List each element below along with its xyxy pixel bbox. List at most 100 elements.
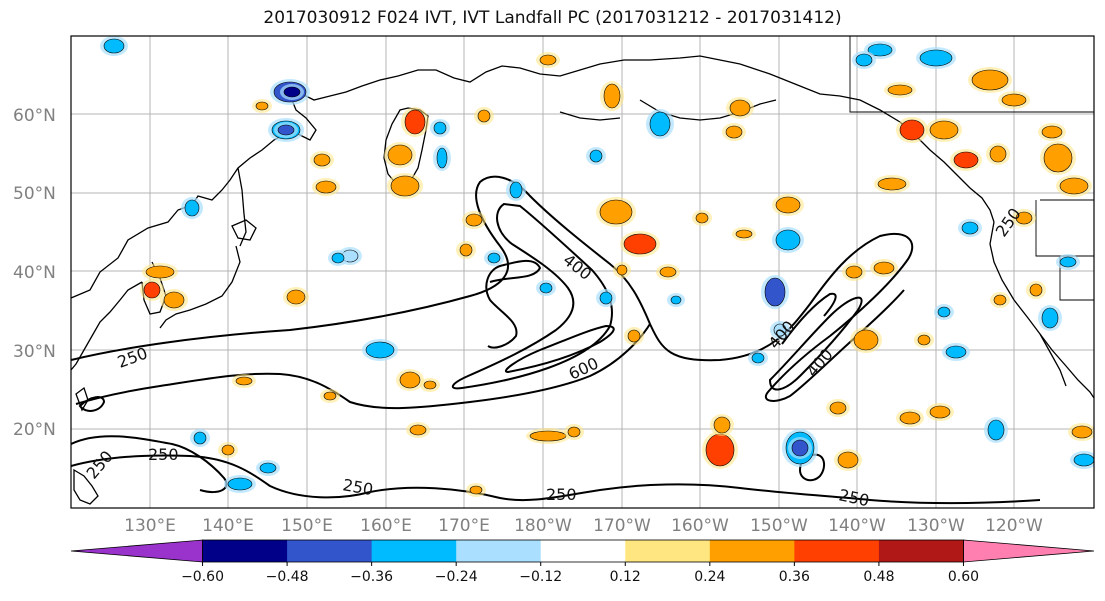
ivt-anomaly-patch: [987, 419, 1005, 441]
colorbar-bin: [625, 540, 711, 562]
lon-label: 170°W: [593, 516, 651, 536]
ivt-anomaly-patch: [725, 125, 743, 139]
ivt-anomaly-patch: [627, 329, 641, 343]
ivt-anomaly-patch: [917, 334, 931, 346]
contour-label: 250: [148, 445, 179, 464]
ivt-anomaly-patch: [331, 252, 345, 264]
ivt-anomaly-patch: [459, 243, 473, 257]
lon-label: 130°W: [907, 516, 965, 536]
lon-label: 140°E: [202, 516, 254, 536]
ivt-anomaly-patch: [465, 213, 483, 227]
ivt-anomaly-patch: [735, 229, 753, 239]
ivt-anomaly-patch: [953, 151, 979, 169]
contour-label: 250: [546, 485, 577, 504]
ivt-anomaly-patch: [603, 83, 621, 109]
ivt-anomaly-patch: [145, 265, 175, 279]
north-america-west-coast: [989, 221, 1094, 399]
ivt-anomaly-patch: [143, 281, 161, 299]
ivt-anomaly-patch: [1001, 93, 1027, 107]
ivt-anomaly-patch: [221, 444, 235, 456]
ivt-anomaly-patch: [365, 341, 395, 359]
map-title: 2017030912 F024 IVT, IVT Landfall PC (20…: [263, 8, 842, 28]
ivt-anomaly-patch: [323, 391, 337, 401]
ivt-anomaly-patch: [409, 424, 427, 436]
ivt-anomaly-patch: [855, 53, 873, 67]
ivt-anomaly-patch: [659, 266, 677, 278]
ivt-anomaly-patch: [751, 352, 765, 364]
lon-label: 160°E: [360, 516, 412, 536]
contour-600-central: [505, 324, 615, 374]
ivt-anomaly-patch: [729, 99, 751, 117]
ivt-anomaly-patch: [989, 145, 1007, 163]
ivt-anomaly-patch: [623, 233, 657, 255]
lon-label: 150°E: [281, 516, 333, 536]
ivt-anomaly-patch: [775, 196, 801, 214]
ivt-anomaly-patch: [1059, 177, 1089, 195]
lon-label: 160°W: [671, 516, 729, 536]
ivt-anomaly-patch: [649, 111, 671, 137]
map-frame: [70, 35, 1095, 509]
ivt-anomaly-patch: [227, 477, 253, 491]
ivt-anomaly-patch: [103, 38, 125, 54]
political-borders: [849, 36, 1094, 301]
ivt-anomaly-patch: [1029, 283, 1043, 297]
colorbar-outline: [202, 539, 964, 563]
ivt-anomaly-patch: [599, 291, 613, 305]
ivt-anomaly-patch: [433, 121, 447, 135]
colorbar-bin: [371, 540, 457, 562]
ivt-anomaly-patch: [589, 149, 603, 163]
sakhalin-coastline: [237, 167, 247, 247]
colorbar-tick-label: 0.36: [779, 569, 810, 585]
ivt-anomaly-patch: [775, 229, 801, 251]
ivt-anomaly-patch: [961, 221, 979, 235]
contour-label: 250: [837, 485, 871, 510]
philippines-islands: [73, 468, 99, 505]
ivt-anomaly-patch: [670, 295, 682, 305]
colorbar-tick-label: −0.36: [350, 569, 393, 585]
contour-250-westpac: [71, 435, 228, 494]
ivt-anomaly-patch: [539, 282, 553, 294]
colorbar-bin: [709, 540, 795, 562]
ivt-anomaly-patch: [791, 439, 809, 457]
latitude-labels: 60°N 50°N 40°N 30°N 20°N: [13, 106, 56, 440]
ivt-anomaly-patch: [477, 109, 491, 123]
colorbar-tick-label: 0.48: [863, 569, 894, 585]
ivt-anomaly-patch: [184, 199, 200, 217]
ivt-anomaly-patch: [616, 264, 628, 276]
colorbar-tick-label: −0.24: [435, 569, 478, 585]
ivt-anomaly-patch: [899, 119, 925, 141]
contour-400-east: [768, 296, 863, 391]
colorbar-bin: [878, 540, 964, 562]
ivt-anomaly-patch: [887, 84, 913, 96]
ivt-anomaly-patch: [937, 306, 951, 318]
ivt-anomaly-patch: [315, 180, 337, 194]
contour-250-south: [71, 454, 1041, 504]
ivt-anomaly-patch: [1059, 256, 1077, 268]
ivt-landfall-pc-shading: [100, 36, 1094, 497]
colorbar-bin: [540, 540, 626, 562]
ivt-anomaly-patch: [829, 401, 847, 415]
baja-coastline: [1039, 333, 1067, 387]
contour-400-secondary: [485, 260, 542, 349]
ivt-anomaly-patch: [873, 261, 895, 275]
ivt-anomaly-patch: [277, 124, 295, 136]
ivt-anomaly-patch: [899, 411, 921, 425]
colorbar-bin: [456, 540, 542, 562]
contour-400-east-inner: [781, 292, 837, 345]
ivt-anomaly-patch: [399, 371, 421, 389]
ivt-anomaly-patch: [867, 43, 893, 57]
contour-250-central: [71, 175, 914, 410]
ivt-anomaly-patch: [1043, 143, 1073, 173]
ivt-anomaly-patch: [286, 289, 306, 305]
ivt-anomaly-patch: [387, 144, 413, 166]
contour-250-small: [78, 396, 106, 412]
ivt-anomaly-patch: [713, 416, 731, 434]
colorbar-tick-label: −0.60: [181, 569, 224, 585]
ivt-anomaly-patch: [509, 181, 523, 199]
ivt-anomaly-patch: [529, 430, 567, 442]
ivt-anomaly-patch: [163, 291, 185, 309]
ivt-anomaly-patch: [539, 54, 557, 66]
ivt-anomaly-patch: [469, 485, 483, 495]
longitude-labels: 130°E 140°E 150°E 160°E 170°E 180°W 170°…: [124, 516, 1043, 536]
china-coastline: [71, 281, 143, 371]
